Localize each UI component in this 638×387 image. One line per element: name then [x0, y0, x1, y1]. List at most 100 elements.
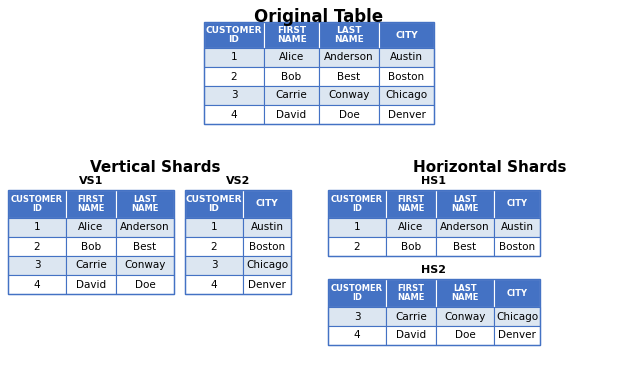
- Bar: [185, 275, 243, 294]
- Bar: [264, 67, 319, 86]
- Text: LAST
NAME: LAST NAME: [451, 195, 478, 213]
- Bar: [8, 218, 66, 237]
- Bar: [379, 67, 434, 86]
- Bar: [243, 218, 291, 237]
- Text: CUSTOMER
ID: CUSTOMER ID: [11, 195, 63, 213]
- Bar: [66, 275, 116, 294]
- Text: Best: Best: [454, 241, 477, 252]
- Text: Carrie: Carrie: [75, 260, 107, 271]
- Text: 1: 1: [231, 53, 237, 62]
- Text: 4: 4: [211, 279, 218, 289]
- Bar: [185, 237, 243, 256]
- Text: Vertical Shards: Vertical Shards: [90, 160, 220, 175]
- Bar: [204, 48, 264, 67]
- Bar: [494, 326, 540, 345]
- Bar: [204, 22, 264, 48]
- Bar: [379, 105, 434, 124]
- Text: 3: 3: [34, 260, 40, 271]
- Bar: [328, 307, 386, 326]
- Bar: [494, 237, 540, 256]
- Text: 3: 3: [353, 312, 360, 322]
- Text: 4: 4: [231, 110, 237, 120]
- Bar: [116, 190, 174, 218]
- Bar: [243, 190, 291, 218]
- Text: David: David: [396, 330, 426, 341]
- Bar: [379, 22, 434, 48]
- Bar: [8, 237, 66, 256]
- Bar: [8, 256, 66, 275]
- Text: Best: Best: [133, 241, 156, 252]
- Bar: [494, 190, 540, 218]
- Text: Bob: Bob: [401, 241, 421, 252]
- Text: Chicago: Chicago: [246, 260, 288, 271]
- Text: LAST
NAME: LAST NAME: [451, 284, 478, 302]
- Bar: [243, 237, 291, 256]
- Text: Doe: Doe: [455, 330, 475, 341]
- Bar: [243, 275, 291, 294]
- Text: 1: 1: [353, 223, 360, 233]
- Text: Doe: Doe: [135, 279, 156, 289]
- Bar: [66, 256, 116, 275]
- Bar: [494, 218, 540, 237]
- Text: Austin: Austin: [251, 223, 283, 233]
- Bar: [386, 307, 436, 326]
- Bar: [328, 190, 386, 218]
- Bar: [264, 105, 319, 124]
- Bar: [386, 237, 436, 256]
- Bar: [386, 279, 436, 307]
- Text: 3: 3: [231, 91, 237, 101]
- Bar: [185, 256, 243, 275]
- Text: 3: 3: [211, 260, 218, 271]
- Bar: [386, 218, 436, 237]
- Text: Original Table: Original Table: [255, 8, 383, 26]
- Text: Denver: Denver: [387, 110, 426, 120]
- Bar: [204, 86, 264, 105]
- Text: Conway: Conway: [444, 312, 486, 322]
- Bar: [116, 237, 174, 256]
- Text: 4: 4: [353, 330, 360, 341]
- Text: FIRST
NAME: FIRST NAME: [397, 195, 425, 213]
- Text: Anderson: Anderson: [440, 223, 490, 233]
- Text: 1: 1: [34, 223, 40, 233]
- Bar: [116, 218, 174, 237]
- Bar: [494, 279, 540, 307]
- Bar: [66, 237, 116, 256]
- Text: HS1: HS1: [422, 176, 447, 186]
- Text: CITY: CITY: [507, 200, 528, 209]
- Text: Best: Best: [338, 72, 360, 82]
- Bar: [264, 86, 319, 105]
- Bar: [328, 279, 386, 307]
- Bar: [328, 218, 386, 237]
- Bar: [185, 190, 291, 294]
- Text: Conway: Conway: [329, 91, 369, 101]
- Bar: [185, 218, 243, 237]
- Bar: [264, 22, 319, 48]
- Bar: [436, 307, 494, 326]
- Bar: [204, 105, 264, 124]
- Text: CUSTOMER
ID: CUSTOMER ID: [331, 284, 383, 302]
- Bar: [8, 190, 66, 218]
- Text: Alice: Alice: [398, 223, 424, 233]
- Text: Bob: Bob: [281, 72, 302, 82]
- Bar: [319, 86, 379, 105]
- Text: FIRST
NAME: FIRST NAME: [277, 26, 306, 45]
- Text: CUSTOMER
ID: CUSTOMER ID: [331, 195, 383, 213]
- Bar: [66, 218, 116, 237]
- Text: LAST
NAME: LAST NAME: [131, 195, 159, 213]
- Text: David: David: [276, 110, 307, 120]
- Text: Austin: Austin: [390, 53, 423, 62]
- Text: CITY: CITY: [395, 31, 418, 39]
- Text: 2: 2: [353, 241, 360, 252]
- Bar: [379, 86, 434, 105]
- Bar: [386, 190, 436, 218]
- Text: 4: 4: [34, 279, 40, 289]
- Text: Chicago: Chicago: [385, 91, 427, 101]
- Bar: [319, 105, 379, 124]
- Bar: [204, 67, 264, 86]
- Text: Boston: Boston: [499, 241, 535, 252]
- Text: Doe: Doe: [339, 110, 359, 120]
- Text: 1: 1: [211, 223, 218, 233]
- Bar: [319, 48, 379, 67]
- Text: Horizontal Shards: Horizontal Shards: [413, 160, 567, 175]
- Bar: [328, 190, 540, 256]
